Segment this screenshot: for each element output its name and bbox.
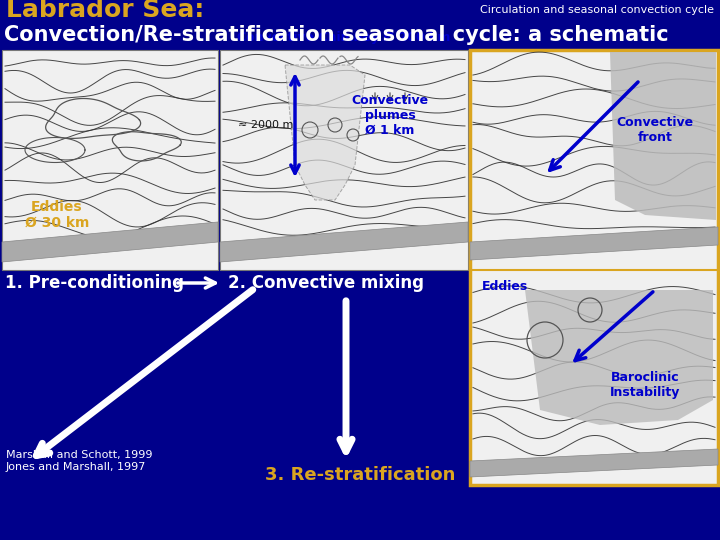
Text: Convective Chimney Ø 200 km: Convective Chimney Ø 200 km <box>238 31 451 44</box>
Polygon shape <box>285 65 365 200</box>
Text: Baroclinic
Instability: Baroclinic Instability <box>610 371 680 399</box>
Text: Marshall and Schott, 1999
Jones and Marshall, 1997: Marshall and Schott, 1999 Jones and Mars… <box>6 450 153 471</box>
Text: Convection/Re-stratification seasonal cycle: a schematic: Convection/Re-stratification seasonal cy… <box>4 25 669 45</box>
Polygon shape <box>610 52 716 220</box>
Text: 2. Convective mixing: 2. Convective mixing <box>228 274 424 292</box>
Polygon shape <box>220 222 468 262</box>
Bar <box>2 50 218 270</box>
Text: Convective
plumes
Ø 1 km: Convective plumes Ø 1 km <box>351 93 428 137</box>
Text: 3. Re-stratification: 3. Re-stratification <box>265 466 455 484</box>
Bar <box>220 50 468 270</box>
Text: Circulation and seasonal convection cycle: Circulation and seasonal convection cycl… <box>480 5 714 15</box>
Text: Labrador Sea:: Labrador Sea: <box>6 0 204 22</box>
Bar <box>470 50 718 485</box>
Text: Convective
front: Convective front <box>616 116 693 144</box>
Polygon shape <box>525 290 713 425</box>
Text: Eddies: Eddies <box>482 280 528 293</box>
Text: Eddies
Ø 30 km: Eddies Ø 30 km <box>24 200 89 230</box>
Polygon shape <box>470 449 718 477</box>
Polygon shape <box>470 227 718 260</box>
Polygon shape <box>2 222 218 262</box>
Text: ≈ 2000 m: ≈ 2000 m <box>238 120 293 130</box>
Text: 1. Pre-conditioning: 1. Pre-conditioning <box>5 274 184 292</box>
